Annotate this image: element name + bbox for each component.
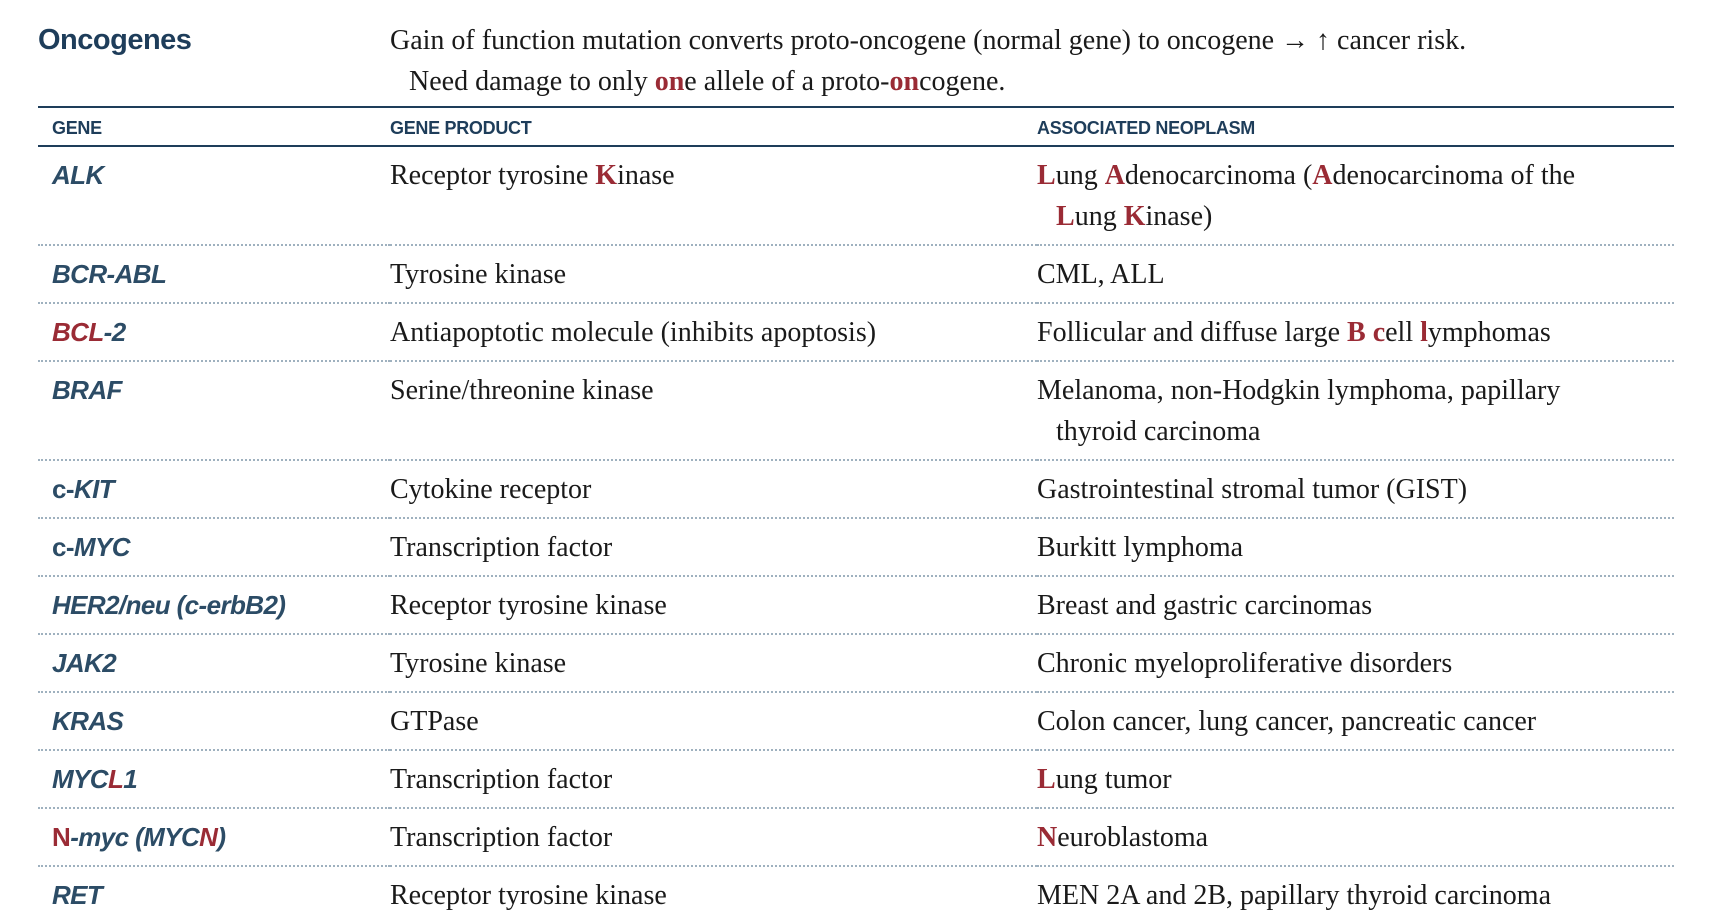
gene-name: JAK2 xyxy=(38,634,390,693)
gene-product: Transcription factor xyxy=(390,518,1037,577)
table-row: N-myc (MYCN) Transcription factor Neurob… xyxy=(38,808,1674,867)
table-header-row: GENE GENE PRODUCT ASSOCIATED NEOPLASM xyxy=(38,106,1674,147)
table-row: KRAS GTPase Colon cancer, lung cancer, p… xyxy=(38,692,1674,751)
intro-line-2: Need damage to only one allele of a prot… xyxy=(409,66,1006,97)
table-row: BCR-ABL Tyrosine kinase CML, ALL xyxy=(38,245,1674,304)
gene-product: Cytokine receptor xyxy=(390,460,1037,519)
oncogenes-table: GENE GENE PRODUCT ASSOCIATED NEOPLASM AL… xyxy=(38,106,1674,923)
table-row: JAK2 Tyrosine kinase Chronic myeloprolif… xyxy=(38,634,1674,693)
associated-neoplasm: Breast and gastric carcinomas xyxy=(1037,576,1674,635)
intro-text: Gain of function mutation converts proto… xyxy=(390,20,1680,102)
associated-neoplasm: Lung Adenocarcinoma (Adenocarcinoma of t… xyxy=(1037,146,1674,246)
gene-name: RET xyxy=(52,880,103,910)
table-row: BCL-2 Antiapoptotic molecule (inhibits a… xyxy=(38,303,1674,362)
neo-line-2: Lung Kinase) xyxy=(1056,201,1213,232)
gene-name: ALK xyxy=(38,146,390,246)
section-title: Oncogenes xyxy=(38,24,192,56)
associated-neoplasm: Gastrointestinal stromal tumor (GIST) xyxy=(1037,460,1674,519)
gene-name: BCR-ABL xyxy=(38,245,390,304)
table-row: c-MYC Transcription factor Burkitt lymph… xyxy=(38,518,1674,577)
header-gene: GENE xyxy=(38,106,390,147)
gene-name: N-myc (MYCN) xyxy=(38,808,390,867)
gene-product: Serine/threonine kinase xyxy=(390,361,1037,461)
table-row: MYCL1 Transcription factor Lung tumor xyxy=(38,750,1674,809)
associated-neoplasm: Neuroblastoma xyxy=(1037,808,1674,867)
gene-name: HER2/neu (c-erbB2) xyxy=(38,576,390,635)
table-row: c-KIT Cytokine receptor Gastrointestinal… xyxy=(38,460,1674,519)
table-row: RET Receptor tyrosine kinase MEN 2A and … xyxy=(38,866,1674,923)
associated-neoplasm: Chronic myeloproliferative disorders xyxy=(1037,634,1674,693)
associated-neoplasm: Burkitt lymphoma xyxy=(1037,518,1674,577)
neo-line-1: Lung Adenocarcinoma (Adenocarcinoma of t… xyxy=(1037,160,1576,191)
gene-product: Transcription factor xyxy=(390,808,1037,867)
table-row: ALK Receptor tyrosine Kinase Lung Adenoc… xyxy=(38,146,1674,246)
gene-product: GTPase xyxy=(390,692,1037,751)
associated-neoplasm: Melanoma, non-Hodgkin lymphoma, papillar… xyxy=(1037,361,1674,461)
gene-product: Receptor tyrosine kinase xyxy=(390,880,667,911)
gene-name: c-MYC xyxy=(38,518,390,577)
associated-neoplasm: MEN 2A and 2B, papillary thyroid carcino… xyxy=(1037,880,1551,911)
intro-line-1: Gain of function mutation converts proto… xyxy=(390,25,1467,56)
gene-product: Tyrosine kinase xyxy=(390,245,1037,304)
gene-name: MYCL1 xyxy=(38,750,390,809)
associated-neoplasm: Lung tumor xyxy=(1037,750,1674,809)
gene-name: BRAF xyxy=(38,361,390,461)
gene-product: Receptor tyrosine Kinase xyxy=(390,146,1037,246)
gene-name: c-KIT xyxy=(38,460,390,519)
gene-name: BCL-2 xyxy=(38,303,390,362)
header-gene-product: GENE PRODUCT xyxy=(390,106,1037,147)
gene-product: Receptor tyrosine kinase xyxy=(390,576,1037,635)
gene-name: KRAS xyxy=(38,692,390,751)
table-row: BRAF Serine/threonine kinase Melanoma, n… xyxy=(38,361,1674,461)
gene-product: Transcription factor xyxy=(390,750,1037,809)
gene-product: Tyrosine kinase xyxy=(390,634,1037,693)
associated-neoplasm: Colon cancer, lung cancer, pancreatic ca… xyxy=(1037,692,1674,751)
gene-product: Antiapoptotic molecule (inhibits apoptos… xyxy=(390,303,1037,362)
associated-neoplasm: CML, ALL xyxy=(1037,245,1674,304)
associated-neoplasm: Follicular and diffuse large B cell lymp… xyxy=(1037,303,1674,362)
table-row: HER2/neu (c-erbB2) Receptor tyrosine kin… xyxy=(38,576,1674,635)
header-associated-neoplasm: ASSOCIATED NEOPLASM xyxy=(1037,106,1674,147)
